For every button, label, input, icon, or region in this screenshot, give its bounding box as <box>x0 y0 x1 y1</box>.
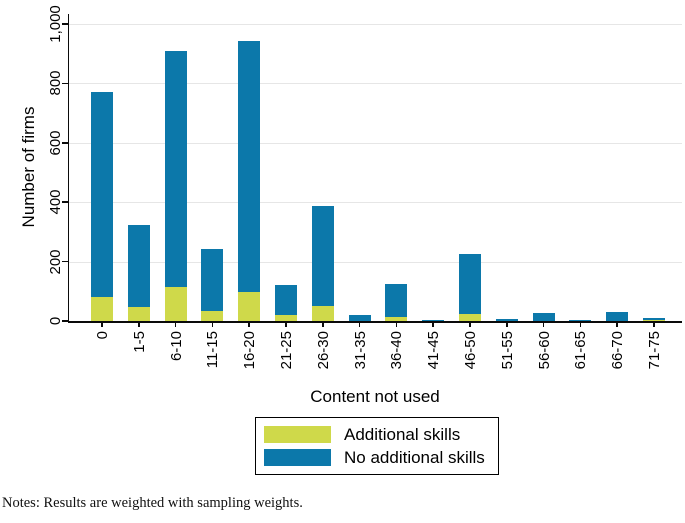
gridline-1000 <box>69 24 682 25</box>
x-tick-26-30 <box>322 321 324 327</box>
gridline-800 <box>69 83 682 85</box>
x-tick-label-46-50: 46-50 <box>462 331 479 370</box>
x-tick-46-50 <box>469 321 471 327</box>
x-tick-11-15 <box>211 321 214 327</box>
x-tick-label-61-65: 61-65 <box>572 331 590 370</box>
y-tick-0 <box>62 320 69 322</box>
x-tick-21-25 <box>285 321 287 327</box>
y-tick-400 <box>62 201 69 203</box>
y-tick-label-200: 200 <box>47 249 64 275</box>
no-additional-skills-swatch-icon <box>264 449 331 466</box>
x-tick-label-16-20: 16-20 <box>241 331 259 370</box>
bar-71-75-additional-skills <box>643 320 665 321</box>
bar-11-15-additional-skills <box>201 310 224 321</box>
gridline-200 <box>69 261 682 263</box>
x-tick-61-65 <box>579 321 582 327</box>
bar-26-30-additional-skills <box>311 306 334 321</box>
figure-notes: Notes: Results are weighted with samplin… <box>2 495 303 511</box>
y-tick-1000 <box>62 23 69 25</box>
x-axis-line <box>67 321 682 323</box>
x-tick-label-41-45: 41-45 <box>425 331 443 370</box>
bar-26-30-no-additional-skills <box>311 205 334 307</box>
x-tick-51-55 <box>506 321 508 327</box>
y-tick-200 <box>62 260 69 263</box>
bar-16-20-additional-skills <box>238 292 261 321</box>
legend-item-additional-skills: Additional skills <box>264 424 498 444</box>
x-tick-41-45 <box>432 321 434 327</box>
x-tick-label-71-75: 71-75 <box>646 331 663 370</box>
y-tick-label-0: 0 <box>47 316 64 326</box>
y-tick-800 <box>62 82 69 85</box>
bar-36-40-no-additional-skills <box>385 283 408 318</box>
y-tick-label-600: 600 <box>47 130 64 156</box>
bar-46-50-no-additional-skills <box>459 253 481 314</box>
x-tick-label-21-25: 21-25 <box>278 331 295 370</box>
x-tick-label-0: 0 <box>94 331 111 340</box>
legend-label: Additional skills <box>344 424 461 444</box>
bar-0-additional-skills <box>91 296 113 321</box>
y-axis-title: Number of firms <box>19 106 38 228</box>
x-tick-label-66-70: 66-70 <box>609 331 627 370</box>
x-tick-16-20 <box>248 321 250 327</box>
x-tick-label-6-10: 6-10 <box>167 331 185 362</box>
gridline-600 <box>69 142 682 144</box>
y-tick-600 <box>62 142 69 144</box>
bar-36-40-additional-skills <box>385 317 408 321</box>
x-tick-label-36-40: 36-40 <box>388 331 406 370</box>
x-tick-56-60 <box>542 321 545 327</box>
bar-56-60-no-additional-skills <box>532 313 555 321</box>
bar-31-35-no-additional-skills <box>348 314 371 321</box>
bar-66-70-no-additional-skills <box>606 312 629 321</box>
x-tick-label-11-15: 11-15 <box>204 331 222 369</box>
x-tick-66-70 <box>616 321 618 327</box>
bar-41-45-no-additional-skills <box>422 319 445 321</box>
y-tick-label-1000: 1,000 <box>47 5 64 43</box>
legend: Additional skills No additional skills <box>255 417 499 475</box>
x-tick-71-75 <box>653 321 655 327</box>
y-tick-label-800: 800 <box>47 70 64 96</box>
bar-6-10-no-additional-skills <box>164 51 187 288</box>
x-tick-0 <box>101 321 103 327</box>
x-tick-1-5 <box>138 321 140 327</box>
bar-21-25-no-additional-skills <box>275 285 297 316</box>
x-tick-label-56-60: 56-60 <box>535 331 553 370</box>
additional-skills-swatch-icon <box>264 426 331 443</box>
x-tick-label-51-55: 51-55 <box>498 331 516 370</box>
bar-6-10-additional-skills <box>164 287 187 321</box>
bar-51-55-no-additional-skills <box>495 318 518 321</box>
bar-46-50-additional-skills <box>459 313 481 321</box>
bar-21-25-additional-skills <box>275 315 297 321</box>
bar-16-20-no-additional-skills <box>238 40 261 293</box>
x-tick-label-26-30: 26-30 <box>314 331 332 370</box>
bar-1-5-additional-skills <box>127 307 150 321</box>
gridline-400 <box>69 202 682 204</box>
legend-label: No additional skills <box>344 447 485 467</box>
y-tick-label-400: 400 <box>47 189 64 215</box>
legend-item-no-additional-skills: No additional skills <box>264 447 498 467</box>
x-tick-6-10 <box>174 321 177 327</box>
x-axis-title: Content not used <box>310 387 440 406</box>
bar-61-65-no-additional-skills <box>569 320 592 321</box>
bar-11-15-no-additional-skills <box>201 248 224 311</box>
x-tick-label-31-35: 31-35 <box>351 331 369 370</box>
x-tick-36-40 <box>395 321 398 327</box>
y-axis-line <box>67 14 69 323</box>
bar-71-75-no-additional-skills <box>643 318 665 321</box>
bar-0-no-additional-skills <box>91 92 113 297</box>
bar-1-5-no-additional-skills <box>127 225 150 308</box>
x-tick-label-1-5: 1-5 <box>130 331 148 353</box>
x-tick-31-35 <box>358 321 361 327</box>
